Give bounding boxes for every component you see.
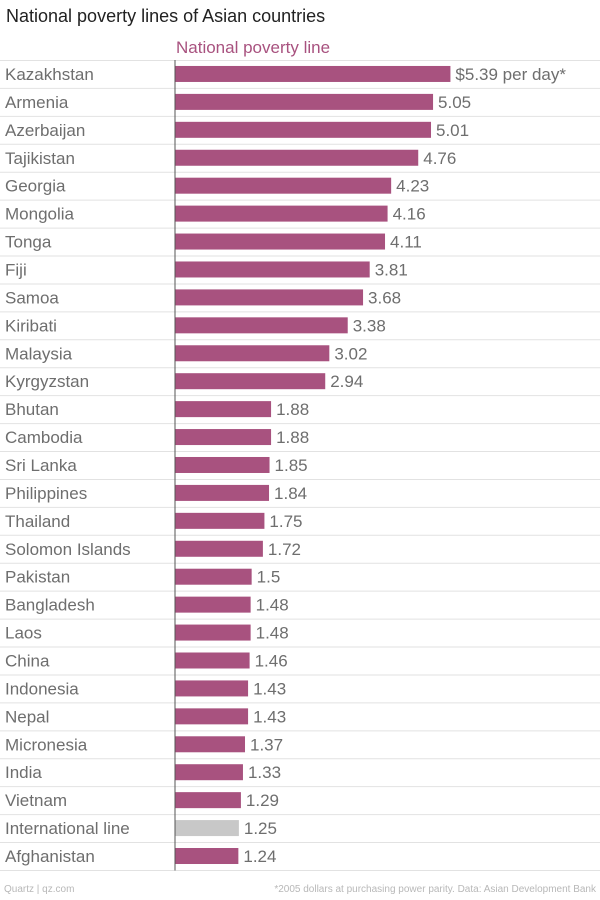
value-label: 3.68: [368, 288, 401, 307]
category-label: Tajikistan: [5, 149, 75, 168]
value-label: 3.38: [353, 316, 386, 335]
bar: [175, 317, 348, 334]
value-label: 1.48: [256, 624, 289, 643]
bar: [175, 484, 270, 501]
bar: [175, 261, 370, 278]
bar: [175, 149, 419, 166]
value-label: 1.25: [244, 819, 277, 838]
value-label: 1.75: [269, 512, 302, 531]
bar: [175, 624, 251, 641]
bar: [175, 792, 241, 809]
bar: [175, 568, 252, 585]
value-label: 1.43: [253, 679, 286, 698]
bar: [175, 205, 388, 222]
bar: [175, 93, 434, 110]
category-label: Solomon Islands: [5, 540, 131, 559]
value-label: 1.24: [243, 847, 276, 866]
category-label: Tonga: [5, 233, 52, 252]
bar: [175, 373, 326, 390]
bar-chart: Kazakhstan $5.39 per day* Armenia 5.05 Azerb…: [0, 60, 600, 871]
value-label: 4.23: [396, 177, 429, 196]
category-label: Kyrgyzstan: [5, 372, 89, 391]
bar: [175, 708, 249, 725]
category-label: Laos: [5, 624, 42, 643]
bar: [175, 456, 270, 473]
bar: [175, 736, 246, 753]
bar: [175, 652, 250, 669]
category-label: Cambodia: [5, 428, 83, 447]
bar: [175, 177, 392, 194]
value-label: 2.94: [330, 372, 363, 391]
bar: [175, 540, 263, 557]
category-label: Nepal: [5, 707, 49, 726]
value-label: 5.01: [436, 121, 469, 140]
chart-title: National poverty lines of Asian countrie…: [6, 6, 326, 26]
gridlines: [0, 60, 600, 871]
category-label: Philippines: [5, 484, 87, 503]
category-label: Azerbaijan: [5, 121, 85, 140]
category-label: Micronesia: [5, 735, 88, 754]
category-label: Thailand: [5, 512, 70, 531]
value-label: 1.88: [276, 428, 309, 447]
value-label: 4.16: [393, 205, 426, 224]
footer-source: Quartz | qz.com: [4, 884, 75, 895]
category-label: Fiji: [5, 260, 27, 279]
series-label: National poverty line: [176, 38, 331, 57]
labels: Kazakhstan $5.39 per day* Armenia 5.05 Azerb…: [5, 65, 566, 866]
highlight-bar: [175, 820, 239, 837]
value-label: 4.76: [423, 149, 456, 168]
category-label: Armenia: [5, 93, 69, 112]
bar: [175, 289, 364, 306]
category-label: Bangladesh: [5, 596, 95, 615]
value-label: 1.43: [253, 707, 286, 726]
category-label: Afghanistan: [5, 847, 95, 866]
bar: [175, 764, 243, 781]
bar: [175, 345, 330, 362]
value-label: 4.11: [390, 233, 422, 252]
value-label: 3.02: [334, 344, 367, 363]
bar: [175, 401, 272, 418]
value-label: 1.46: [255, 651, 288, 670]
value-label: 5.05: [438, 93, 471, 112]
bar: [175, 65, 451, 82]
category-label: Samoa: [5, 288, 59, 307]
category-label: India: [5, 763, 42, 782]
value-label: 3.81: [375, 260, 408, 279]
value-label: 1.29: [246, 791, 279, 810]
bar: [175, 233, 386, 250]
footer-note: *2005 dollars at purchasing power parity…: [274, 884, 596, 895]
category-label: Kiribati: [5, 316, 57, 335]
category-label: Georgia: [5, 177, 66, 196]
bar: [175, 596, 251, 613]
value-label: 1.48: [256, 596, 289, 615]
bar: [175, 429, 272, 446]
category-label: Bhutan: [5, 400, 59, 419]
category-label: Pakistan: [5, 568, 70, 587]
category-label: Sri Lanka: [5, 456, 77, 475]
bars: [175, 65, 451, 865]
category-label: Vietnam: [5, 791, 67, 810]
value-label: 1.85: [275, 456, 308, 475]
value-label: 1.33: [248, 763, 281, 782]
bar: [175, 121, 432, 138]
bar: [175, 512, 265, 529]
category-label: Kazakhstan: [5, 65, 94, 84]
category-label: China: [5, 651, 50, 670]
value-label: 1.72: [268, 540, 301, 559]
category-label: Mongolia: [5, 205, 75, 224]
value-label: $5.39 per day*: [455, 65, 566, 84]
bar: [175, 848, 239, 865]
category-label: Indonesia: [5, 679, 79, 698]
value-label: 1.84: [274, 484, 307, 503]
category-label: Malaysia: [5, 344, 73, 363]
category-label: International line: [5, 819, 130, 838]
value-label: 1.37: [250, 735, 283, 754]
value-label: 1.5: [257, 568, 281, 587]
bar: [175, 680, 249, 697]
value-label: 1.88: [276, 400, 309, 419]
